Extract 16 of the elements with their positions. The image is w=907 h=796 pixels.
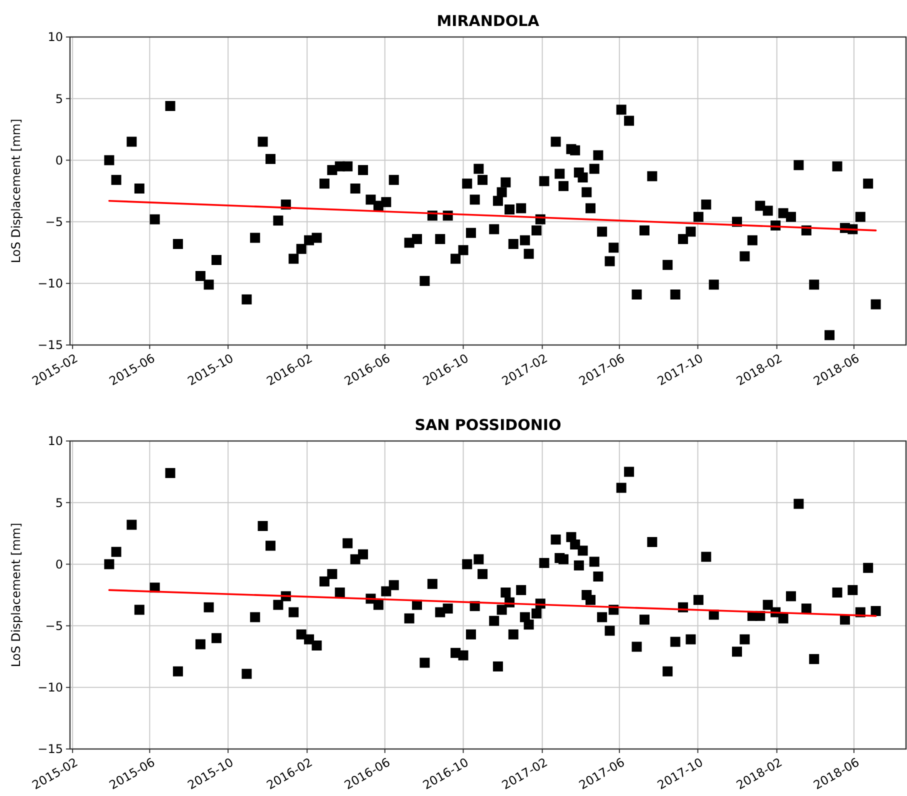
y-tick-label: −15 [38, 742, 63, 756]
y-axis-title: LoS Displacement [mm] [9, 118, 23, 264]
chart-title: MIRANDOLA [436, 12, 540, 30]
y-tick-label: 5 [55, 92, 63, 106]
y-axis-title: LoS Displacement [mm] [9, 522, 23, 668]
y-tick-label: 10 [48, 30, 63, 44]
y-tick-label: −15 [38, 338, 63, 352]
y-tick-label: −10 [38, 276, 63, 291]
y-tick-label: −10 [38, 680, 63, 695]
y-tick-label: 0 [55, 557, 63, 572]
y-tick-label: 5 [55, 496, 63, 510]
y-tick-label: −5 [45, 215, 63, 229]
chart-title: SAN POSSIDONIO [414, 416, 562, 434]
y-tick-label: 0 [55, 153, 63, 168]
y-tick-label: 10 [48, 434, 63, 448]
y-tick-label: −5 [45, 619, 63, 633]
